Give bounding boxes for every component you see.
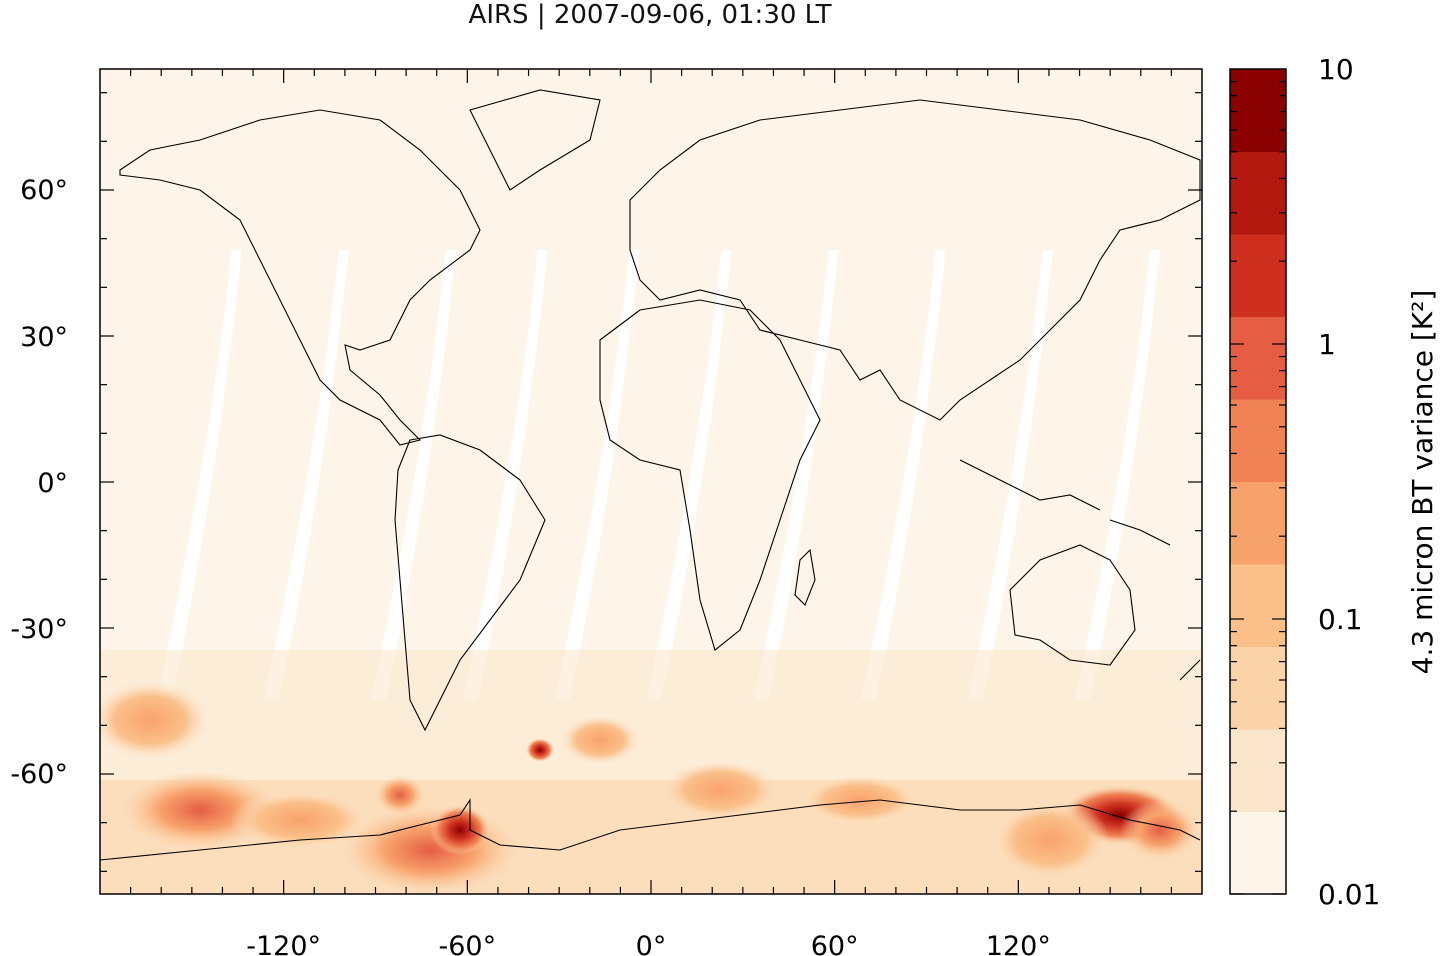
x-tick-label: -60°: [439, 931, 497, 956]
colorbar-frame: [1229, 68, 1287, 895]
colorbar-tick-label: 10: [1318, 53, 1354, 86]
axis-ticks: [100, 69, 1202, 894]
swath-gap: [967, 250, 1053, 700]
colorbar-tick-label: 1: [1318, 328, 1336, 361]
x-tick-label: -120°: [246, 931, 321, 956]
y-axis-labels: 60° 30° 0° -30° -60°: [10, 175, 68, 790]
map-title: AIRS | 2007-09-06, 01:30 LT: [468, 0, 832, 30]
swath-gap: [554, 250, 640, 700]
swath-gap: [753, 250, 839, 700]
colorbar-segment: [1230, 234, 1286, 317]
colorbar-segment: [1230, 69, 1286, 152]
colorbar-segment: [1230, 646, 1286, 730]
colorbar-tick-label: 0.01: [1318, 878, 1380, 911]
y-tick-label: -60°: [10, 759, 68, 790]
colorbar-segment: [1230, 811, 1286, 895]
y-tick-label: 30°: [20, 322, 68, 353]
colorbar-tick-label: 0.1: [1318, 603, 1363, 636]
swath-gap: [860, 250, 946, 700]
variance-field: [100, 650, 1202, 894]
swath-gap: [263, 250, 349, 700]
colorbar: [1229, 68, 1287, 895]
swath-gaps: [156, 250, 1160, 700]
colorbar-segment: [1230, 316, 1286, 400]
colorbar-tick-labels: 10 1 0.1 0.01: [1318, 53, 1380, 911]
swath-gap: [462, 250, 548, 700]
x-tick-label: 0°: [636, 931, 667, 956]
swath-gap: [1074, 250, 1160, 700]
x-tick-label: 60°: [811, 931, 859, 956]
swath-gap: [370, 250, 456, 700]
y-tick-label: -30°: [10, 614, 68, 645]
y-tick-label: 0°: [37, 468, 68, 499]
colorbar-segment: [1230, 481, 1286, 565]
x-axis-labels: -120° -60° 0° 60° 120°: [246, 931, 1051, 956]
x-tick-label: 120°: [986, 931, 1051, 956]
colorbar-label: 4.3 micron BT variance [K²]: [1406, 290, 1439, 675]
y-tick-label: 60°: [20, 175, 68, 206]
colorbar-segment: [1230, 151, 1286, 235]
colorbar-segment: [1230, 729, 1286, 812]
colorbar-segment: [1230, 564, 1286, 647]
coastlines: [100, 89, 1201, 861]
swath-gap: [646, 250, 732, 700]
colorbar-segment: [1230, 399, 1286, 482]
swath-gap: [156, 250, 242, 700]
